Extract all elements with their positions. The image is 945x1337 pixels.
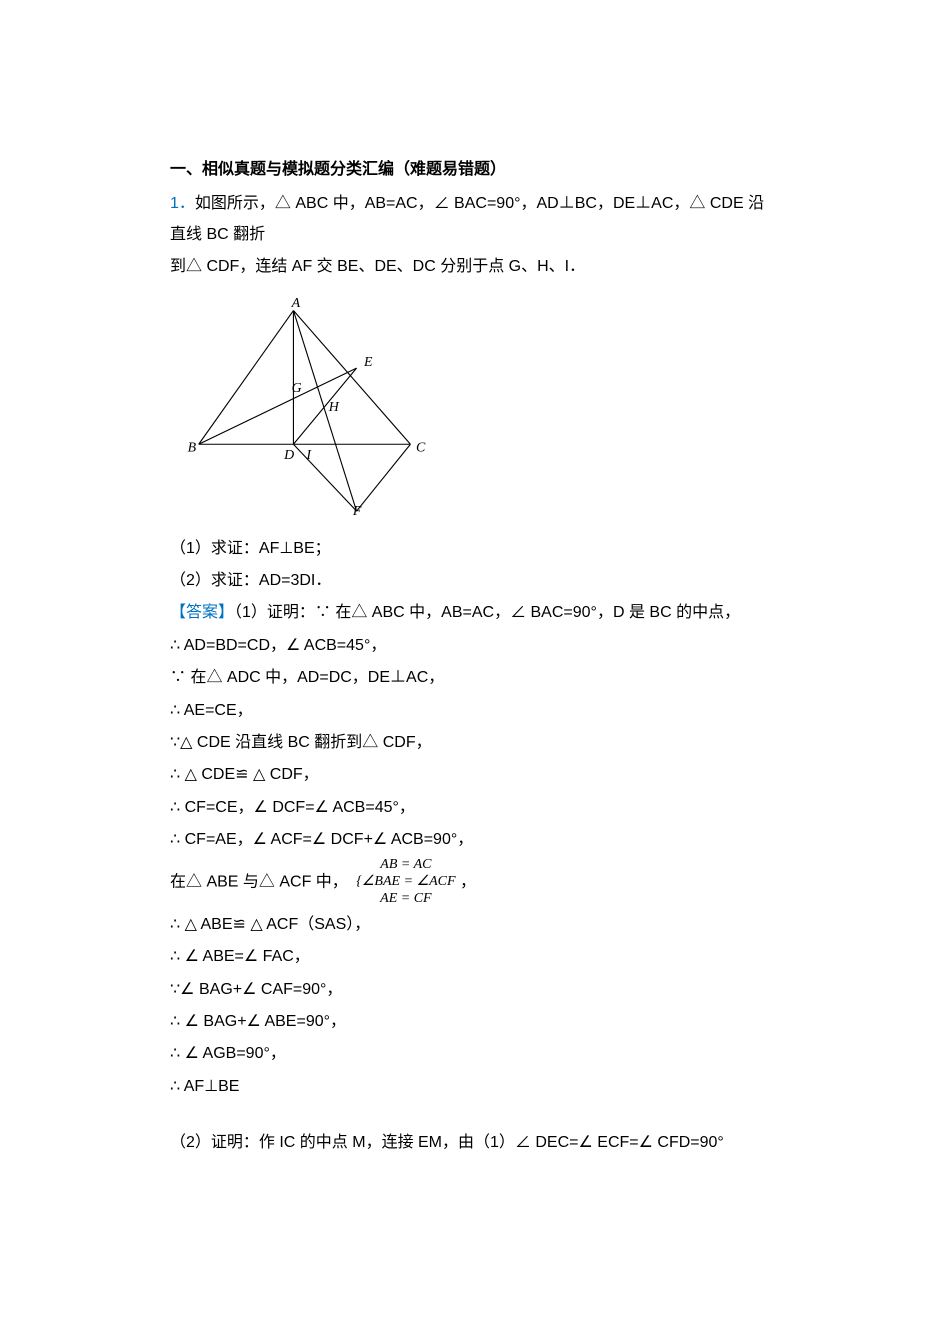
proof-line: ∴ △ CDE≌ △ CDF， (170, 760, 775, 790)
spacer (170, 1104, 775, 1128)
geometry-diagram: A B C D E F G H I (182, 291, 775, 526)
proof-line: ∴ CF=AE，∠ ACF=∠ DCF+∠ ACB=90°， (170, 825, 775, 855)
proof-line: ∴ △ ABE≌ △ ACF（SAS）， (170, 910, 775, 940)
proof-line: （1）证明：∵ 在△ ABC 中，AB=AC，∠ BAC=90°，D 是 BC … (234, 604, 740, 621)
question-2: （2）求证：AD=3DI． (170, 566, 775, 596)
in-triangle-suffix: ， (460, 874, 476, 891)
formula-line-1: AB = AC (356, 857, 455, 874)
congruence-conditions: AB = AC {∠BAE = ∠ACF AE = CF (356, 857, 455, 907)
problem-number: 1． (170, 195, 195, 212)
proof-line: ∴ ∠ BAG+∠ ABE=90°， (170, 1007, 775, 1037)
proof-part2-line: （2）证明：作 IC 的中点 M，连接 EM，由（1）∠ DEC=∠ ECF=∠… (170, 1128, 775, 1158)
in-triangle-prefix: 在△ ABE 与△ ACF 中， (170, 874, 348, 891)
svg-text:E: E (363, 355, 373, 370)
proof-line: ∵ 在△ ADC 中，AD=DC，DE⊥AC， (170, 663, 775, 693)
svg-text:G: G (292, 381, 302, 396)
problem-stem-line-1: 1．如图所示，△ ABC 中，AB=AC，∠ BAC=90°，AD⊥BC，DE⊥… (170, 189, 775, 250)
formula-line-2: {∠BAE = ∠ACF (356, 874, 455, 891)
proof-line: ∴ CF=CE，∠ DCF=∠ ACB=45°， (170, 793, 775, 823)
section-title: 一、相似真题与模拟题分类汇编（难题易错题） (170, 155, 775, 185)
proof-line: ∴ AD=BD=CD，∠ ACB=45°， (170, 631, 775, 661)
proof-line: ∴ AF⊥BE (170, 1072, 775, 1102)
diagram-svg: A B C D E F G H I (182, 291, 442, 526)
stem-text-1: 如图所示，△ ABC 中，AB=AC，∠ BAC=90°，AD⊥BC，DE⊥AC… (170, 195, 764, 242)
svg-text:H: H (328, 399, 340, 414)
svg-text:D: D (283, 448, 294, 463)
svg-text:A: A (291, 295, 301, 310)
triangle-condition-line: 在△ ABE 与△ ACF 中， AB = AC {∠BAE = ∠ACF AE… (170, 857, 775, 907)
question-1: （1）求证：AF⊥BE； (170, 534, 775, 564)
svg-text:F: F (352, 503, 362, 518)
answer-part1-start: 【答案】（1）证明：∵ 在△ ABC 中，AB=AC，∠ BAC=90°，D 是… (170, 598, 775, 628)
proof-line: ∴ ∠ AGB=90°， (170, 1039, 775, 1069)
svg-text:I: I (305, 448, 312, 463)
svg-text:B: B (188, 440, 197, 455)
answer-label: 【答案】 (170, 604, 234, 621)
formula-line-3: AE = CF (356, 891, 455, 908)
proof-line: ∴ AE=CE， (170, 696, 775, 726)
problem-stem-line-2: 到△ CDF，连结 AF 交 BE、DE、DC 分别于点 G、H、I． (170, 252, 775, 282)
svg-text:C: C (416, 440, 426, 455)
proof-line: ∴ ∠ ABE=∠ FAC， (170, 942, 775, 972)
proof-line: ∵∠ BAG+∠ CAF=90°， (170, 975, 775, 1005)
proof-line: ∵△ CDE 沿直线 BC 翻折到△ CDF， (170, 728, 775, 758)
